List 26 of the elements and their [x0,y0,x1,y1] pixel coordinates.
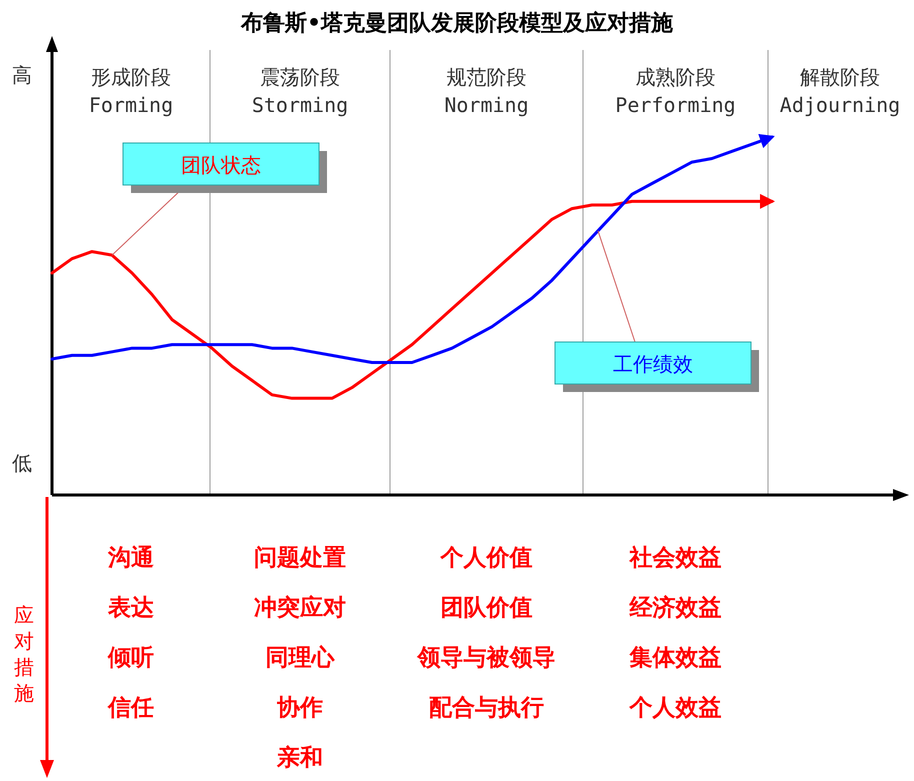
text: 社会效益 [628,545,722,571]
text: 低 [12,451,32,475]
text: 配合与执行 [429,695,544,721]
text: 协作 [276,695,323,721]
text: 团队价值 [440,595,532,621]
text: 倾听 [107,645,154,671]
text: 沟通 [107,545,154,571]
text: 经济效益 [628,594,722,621]
text: 领导与被领导 [416,645,556,671]
text: 个人效益 [628,695,722,721]
text: 冲突应对 [254,594,346,621]
text: 个人价值 [440,545,532,571]
text: 应对措施 [14,603,34,705]
text: 表达 [107,595,154,621]
text: 成熟阶段 Performing [615,65,736,117]
chart-title: 布鲁斯•塔克曼团队发展阶段模型及应对措施 [240,10,674,36]
text: 问题处置 [254,545,346,571]
text: 亲和 [276,745,323,771]
text: 规范阶段 Norming [444,65,529,117]
text: 形成阶段 Forming [88,65,174,117]
text: 解散阶段 Adjourning [780,65,900,117]
text: 震荡阶段 Storming [252,65,348,117]
text: 高 [12,63,32,87]
text: 信任 [107,695,154,721]
text: 集体效益 [628,645,722,671]
text: 同理心 [266,644,336,671]
